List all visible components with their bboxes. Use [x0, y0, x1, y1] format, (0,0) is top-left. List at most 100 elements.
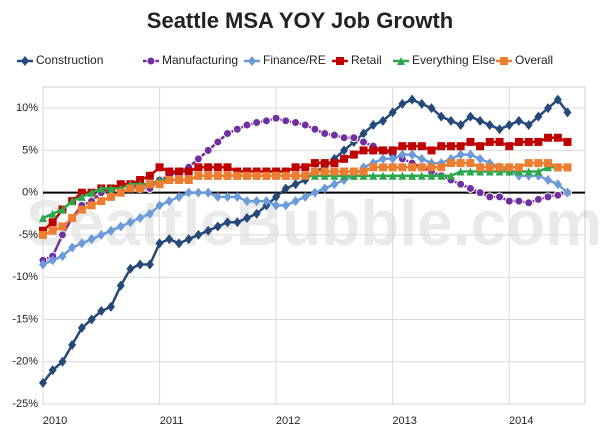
marker — [456, 179, 466, 189]
marker — [97, 197, 106, 206]
marker — [369, 120, 378, 131]
marker — [359, 137, 369, 147]
marker — [446, 159, 455, 168]
marker — [39, 259, 47, 270]
marker — [320, 183, 329, 194]
marker — [379, 115, 388, 126]
marker — [310, 167, 319, 176]
marker — [223, 191, 232, 202]
marker — [505, 163, 514, 172]
marker — [320, 128, 330, 138]
marker — [291, 171, 300, 180]
marker — [126, 184, 135, 193]
marker — [456, 159, 465, 168]
marker — [252, 167, 261, 176]
marker — [408, 142, 417, 151]
marker — [204, 225, 213, 236]
marker — [242, 213, 251, 224]
marker — [544, 174, 553, 185]
marker — [58, 205, 67, 214]
marker — [58, 251, 67, 262]
marker — [388, 153, 397, 164]
marker — [534, 167, 543, 176]
marker — [106, 301, 115, 312]
marker — [21, 56, 29, 66]
marker — [291, 118, 301, 128]
marker — [39, 226, 47, 235]
marker — [223, 217, 232, 228]
marker — [446, 115, 455, 126]
marker — [417, 98, 426, 109]
marker — [194, 187, 203, 198]
marker — [349, 133, 359, 143]
marker — [349, 167, 358, 176]
marker — [505, 167, 514, 176]
marker — [48, 255, 57, 266]
marker — [320, 171, 329, 180]
marker — [301, 163, 310, 172]
marker — [262, 171, 271, 180]
legend-item: Construction — [17, 53, 103, 67]
x-tick-label: 2010 — [43, 415, 67, 427]
marker — [476, 167, 485, 176]
marker — [340, 171, 349, 180]
marker — [136, 259, 145, 270]
marker — [330, 171, 339, 180]
marker — [184, 175, 193, 184]
marker — [310, 124, 320, 134]
x-tick-label: 2014 — [509, 415, 533, 427]
marker — [194, 229, 203, 240]
marker — [505, 120, 514, 131]
marker — [58, 222, 67, 231]
marker — [77, 192, 86, 201]
marker — [242, 196, 251, 207]
marker — [408, 171, 417, 180]
marker — [466, 149, 475, 160]
marker — [155, 180, 164, 189]
marker — [87, 201, 96, 210]
legend-label: Finance/RE — [263, 53, 326, 67]
marker — [379, 171, 388, 180]
marker — [271, 113, 281, 123]
marker — [485, 192, 495, 202]
marker — [553, 163, 562, 172]
marker — [466, 111, 475, 122]
marker — [563, 187, 572, 198]
marker — [437, 171, 446, 180]
legend-item: Finance/RE — [244, 53, 326, 67]
marker — [437, 111, 446, 122]
marker — [301, 171, 310, 180]
y-tick-label: -20% — [12, 356, 38, 368]
legend-item: Manufacturing — [143, 53, 238, 67]
marker — [485, 163, 494, 172]
marker — [68, 339, 77, 350]
marker — [500, 57, 508, 65]
marker — [379, 146, 388, 155]
marker — [116, 221, 125, 232]
marker — [184, 234, 193, 245]
marker — [223, 171, 232, 180]
marker — [165, 234, 174, 245]
marker — [136, 175, 145, 184]
marker — [388, 171, 397, 180]
marker — [524, 137, 533, 146]
marker — [272, 200, 281, 211]
marker — [77, 238, 86, 249]
marker — [106, 184, 115, 193]
marker — [203, 145, 213, 155]
y-tick-label: -10% — [12, 271, 38, 283]
marker — [116, 280, 125, 291]
marker — [262, 196, 271, 207]
marker — [233, 167, 242, 176]
marker — [68, 197, 77, 206]
marker — [563, 107, 572, 118]
marker — [475, 188, 485, 198]
legend-item: Everything Else — [393, 53, 496, 67]
marker — [175, 175, 184, 184]
marker — [329, 130, 339, 140]
legend-label: Overall — [515, 53, 553, 67]
marker — [417, 153, 426, 164]
marker — [476, 153, 485, 164]
marker — [359, 167, 368, 176]
marker — [272, 171, 281, 180]
